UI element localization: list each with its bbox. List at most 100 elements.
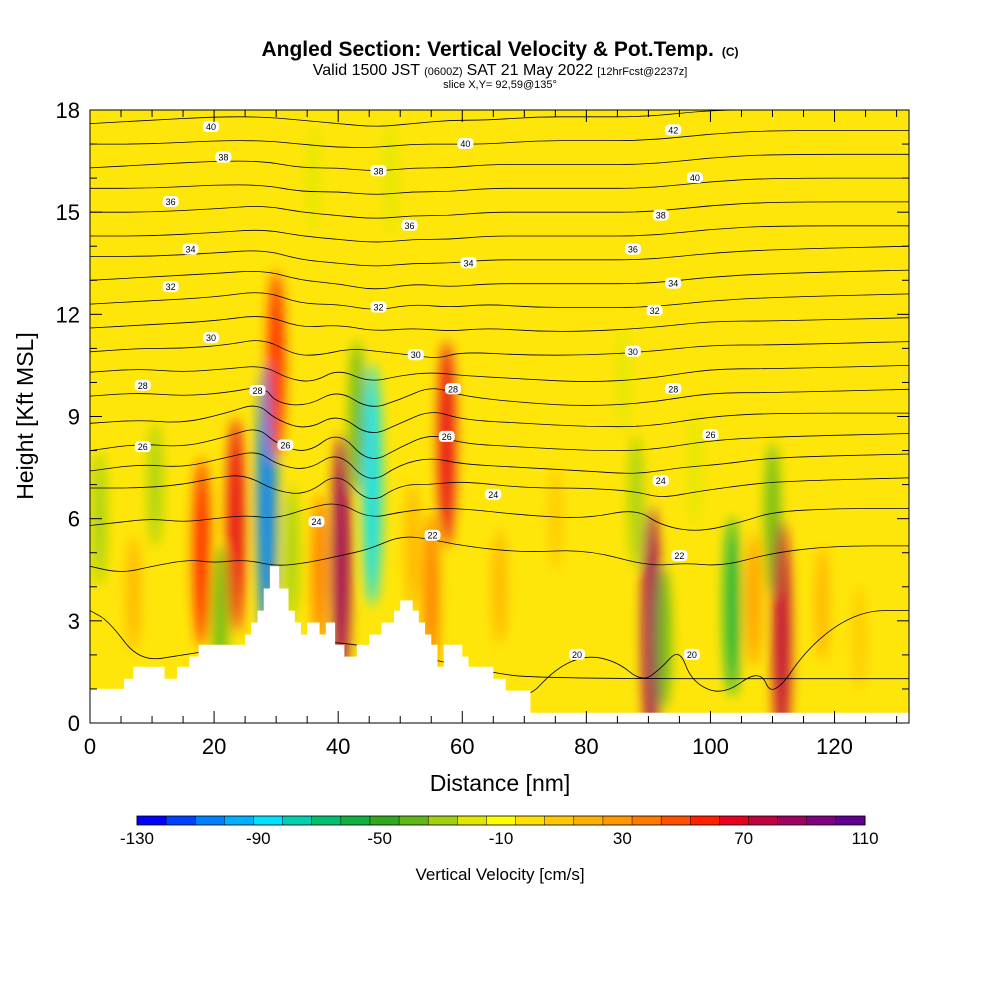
contour-label: 38 — [370, 165, 387, 177]
svg-text:24: 24 — [488, 490, 498, 500]
velocity-cell — [284, 485, 299, 620]
contour-label: 40 — [202, 121, 219, 133]
svg-text:24: 24 — [656, 476, 666, 486]
colorbar-swatch — [806, 816, 837, 825]
y-tick-label: 18 — [56, 98, 80, 123]
isentrope-36 — [90, 201, 909, 219]
svg-text:30: 30 — [411, 350, 421, 360]
velocity-cell — [815, 545, 829, 662]
isentrope-22 — [90, 536, 909, 572]
contour-label: 28 — [249, 384, 266, 396]
svg-text:26: 26 — [705, 430, 715, 440]
y-tick-label: 6 — [68, 507, 80, 532]
isentrope-37 — [90, 177, 909, 195]
contour-label: 34 — [665, 277, 682, 289]
svg-text:20: 20 — [687, 650, 697, 660]
colorbar-swatch — [544, 816, 575, 825]
svg-text:32: 32 — [374, 303, 384, 313]
svg-text:38: 38 — [656, 211, 666, 221]
x-tick-label: 20 — [202, 734, 226, 759]
x-tick-label: 100 — [692, 734, 729, 759]
colorbar-swatch — [632, 816, 662, 825]
colorbar-tick-label: 30 — [613, 829, 632, 848]
velocity-cell — [405, 483, 420, 609]
x-tick-label: 40 — [326, 734, 350, 759]
colorbar-tick-label: 70 — [734, 829, 753, 848]
velocity-cell — [226, 417, 245, 633]
contour-label: 36 — [401, 219, 418, 231]
colorbar-swatch — [253, 816, 284, 825]
colorbar-tick-label: 110 — [851, 829, 878, 848]
velocity-cell — [311, 493, 328, 646]
svg-text:28: 28 — [668, 384, 678, 394]
colorbar-swatch — [282, 816, 313, 825]
isentrope-26 — [90, 429, 909, 459]
svg-text:26: 26 — [138, 442, 148, 452]
colorbar-swatch — [137, 816, 167, 825]
y-tick-label: 3 — [68, 609, 80, 634]
colorbar-swatch — [457, 816, 487, 825]
contour-label: 22 — [424, 529, 441, 541]
isentrope-39 — [90, 130, 909, 148]
svg-text:22: 22 — [674, 551, 684, 561]
contour-label: 40 — [686, 172, 703, 184]
svg-text:32: 32 — [166, 282, 176, 292]
chart-slice-info: slice X,Y= 92,59@135° — [443, 79, 557, 91]
contour-label: 34 — [182, 243, 199, 255]
colorbar-swatch — [602, 816, 633, 825]
contour-label: 32 — [370, 301, 387, 313]
velocity-cell — [628, 434, 644, 569]
svg-text:28: 28 — [253, 386, 263, 396]
x-axis-title: Distance [nm] — [430, 770, 571, 796]
colorbar-swatch — [835, 816, 866, 825]
y-axis-tick-labels: 0 3 6 9 12 15 18 — [56, 98, 80, 736]
velocity-cell — [641, 506, 662, 723]
plot-area: 40 38 36 34 32 30 28 28 26 26 24 22 24 38 40 36 34 32 30 28… — [90, 110, 909, 723]
x-tick-label: 0 — [84, 734, 96, 759]
colorbar-tick-labels: -130 -90 -50 -10 30 70 110 — [120, 829, 879, 848]
velocity-cell — [852, 584, 866, 692]
velocity-cell — [688, 409, 702, 526]
colorbar-swatch — [515, 816, 546, 825]
contour-label: 36 — [624, 243, 641, 255]
velocity-cell — [746, 533, 762, 668]
isentrope-40 — [90, 110, 909, 127]
svg-text:36: 36 — [628, 245, 638, 255]
y-tick-label: 12 — [56, 302, 80, 327]
svg-text:34: 34 — [463, 258, 473, 268]
contour-labels: 40 38 36 34 32 30 28 28 26 26 24 22 24 38 40 36 34 32 30 28… — [134, 121, 719, 660]
svg-text:38: 38 — [218, 153, 228, 163]
velocity-cell — [437, 340, 456, 547]
svg-text:22: 22 — [427, 531, 437, 541]
colorbar-swatch — [486, 816, 517, 825]
velocity-cell — [723, 517, 741, 697]
colorbar — [136, 815, 866, 826]
velocity-cell — [656, 566, 672, 710]
colorbar-swatch — [224, 816, 254, 825]
svg-text:36: 36 — [405, 221, 415, 231]
contour-label: 34 — [460, 257, 477, 269]
chart-subtitle: Valid 1500 JST (0600Z) SAT 21 May 2022 [12h… — [313, 62, 688, 79]
velocity-cell — [772, 521, 792, 723]
svg-text:28: 28 — [138, 381, 148, 391]
velocity-cell — [349, 340, 365, 493]
svg-text:40: 40 — [460, 139, 470, 149]
velocity-cell — [616, 328, 631, 436]
velocity-cell — [306, 124, 320, 232]
isentrope-27 — [90, 405, 909, 433]
svg-text:34: 34 — [186, 245, 196, 255]
contour-label: 20 — [569, 648, 586, 660]
velocity-cell — [548, 465, 562, 573]
contour-label: 26 — [702, 429, 719, 441]
contour-label: 38 — [652, 209, 669, 221]
svg-text:30: 30 — [628, 347, 638, 357]
svg-text:34: 34 — [668, 279, 678, 289]
svg-text:42: 42 — [668, 125, 678, 135]
colorbar-swatch — [311, 816, 342, 825]
velocity-cell — [126, 535, 141, 652]
contour-label: 20 — [683, 648, 700, 660]
isentrope-38 — [90, 153, 909, 171]
colorbar-swatch — [690, 816, 720, 825]
velocity-cell — [384, 120, 398, 237]
